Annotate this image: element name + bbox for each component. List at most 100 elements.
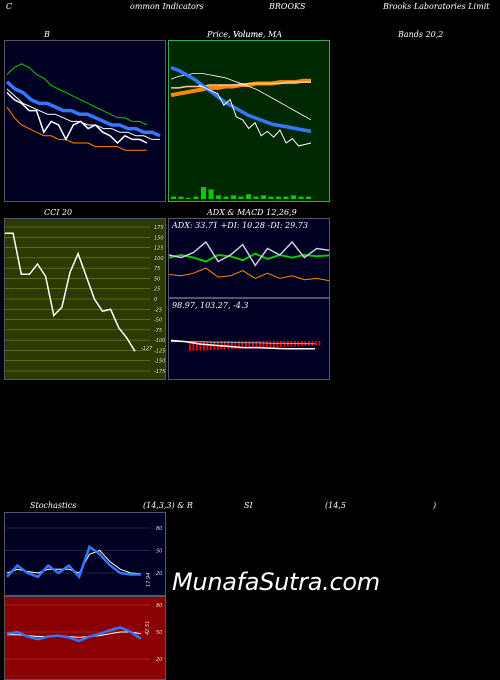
cci-tick-label: 175 [154,225,164,231]
price-volume-title: Price, Volume, MA [207,30,283,39]
macd-histogram-bar [252,341,254,349]
stoch-title: Stochastics [30,501,77,510]
cci-tick-label: 100 [154,256,164,262]
pv-volume-bar [201,187,206,199]
pv-volume-bar [298,196,304,199]
macd-histogram-bar [262,341,265,348]
adx-readout: ADX: 33.71 +DI: 10.28 -DI: 29.73 [171,221,308,230]
cci-title: CCI 20 [44,208,73,217]
price-volume-panel [168,40,330,202]
macd-histogram-bar [224,341,226,350]
pv-volume-bar [208,189,214,199]
macd-histogram-bar [280,341,282,348]
pv-volume-bar [246,194,251,199]
rsi-params-label: (14,5 [325,501,346,510]
pv-volume-bar [186,197,191,199]
rsi-tick-label: 50 [156,630,162,636]
cci-tick-label: -100 [154,338,165,344]
cci-tick-label: 25 [154,287,160,293]
rsi-svg: 80 50 20 42.51 [5,603,162,663]
rsi-last-label: 42.51 [145,621,151,635]
bb-upper-band [6,63,148,126]
cci-tick-label: -75 [154,328,162,334]
cci-tick-label: -25 [154,307,162,313]
cci-tick-label: -150 [154,359,165,365]
price-overlay-title: Volume [233,30,263,39]
rsi-title: SI [244,501,253,510]
pv-ma-orange [170,78,311,98]
pv-volume-bar [291,195,296,199]
pv-price-line [198,84,312,147]
adx-macd-title: ADX & MACD 12,26,9 [207,208,297,217]
watermark: MunafaSutra.com [172,568,380,596]
cci-tick-label: 150 [154,235,164,241]
macd-panel: 98.97, 103.27, -4.3 [168,298,330,380]
pv-volume-bar [193,196,199,199]
macd-histogram-bar [199,341,202,351]
macd-histogram-bar [192,341,195,351]
bb-title: B [44,30,50,39]
cci-tick-label: -125 [154,348,165,354]
cci-tick-label: -50 [154,318,162,324]
stoch-tick-label: 80 [156,526,162,532]
rsi-line [6,626,142,643]
pv-ma-white [170,73,312,121]
macd-histogram-bar [273,341,275,348]
adx-line [169,240,329,267]
macd-histogram-bar [318,341,321,346]
bollinger-panel [4,40,166,202]
cci-panel: 175 150 125 100 75 50 25 0 -25 -50 -75 -100 -125 -150… [4,218,166,380]
pv-ma-light [171,81,311,89]
macd-histogram-bar [196,341,198,351]
macd-histogram-bar [203,341,205,351]
stoch-tick-label: 50 [156,549,162,555]
pv-volume-bar [306,196,311,199]
cci-last-label: -127 [141,346,153,352]
cci-tick-label: 0 [154,297,157,303]
macd-histogram-bar [248,341,251,349]
cci-tick-label: 50 [154,276,160,282]
macd-histogram-bar [241,341,244,349]
pv-volume-bar [231,195,236,199]
macd-histogram-bar [234,341,237,350]
adx-panel: ADX: 33.71 +DI: 10.28 -DI: 29.73 [168,218,330,298]
macd-signal-line [171,341,316,345]
bb-price-line [6,92,148,145]
macd-histogram-bar [238,341,240,349]
macd-histogram-bar [276,341,279,348]
pv-volume-bar [283,196,289,199]
pv-ma-blue [170,65,312,134]
macd-histogram-bar [283,341,286,347]
pv-volume-bar [253,196,259,199]
macd-histogram-bar [266,341,268,348]
macd-histogram-bar [259,341,261,348]
stochastics-panel: 80 50 20 17.94 [4,512,166,596]
pv-volume-bar [261,195,266,199]
header-indicators-label: ommon Indicators [130,2,204,11]
macd-histogram-bar [189,341,191,351]
bb-middle-band [5,80,161,138]
adx-svg: ADX: 33.71 +DI: 10.28 -DI: 29.73 [169,221,329,282]
pv-volume-bar [171,196,176,199]
pv-volume-bar [238,196,244,199]
stoch-tick-label: 20 [156,571,162,577]
pv-volume-bar [268,196,274,199]
macd-readout: 98.97, 103.27, -4.3 [172,301,249,310]
macd-line [170,339,315,350]
header-symbol-label: BROOKS [269,2,306,11]
price-volume-svg [170,65,312,199]
cci-tick-label: 125 [154,246,164,252]
stoch-last-label: 17.94 [146,573,152,587]
header-left-label: C [6,2,13,11]
rsi-panel: 80 50 20 42.51 [4,596,166,680]
adx-plus-di-line [169,267,329,282]
cci-tick-label: 75 [154,266,160,272]
rsi-tick-label: 20 [156,657,162,663]
stochastics-svg: 80 50 20 17.94 [5,526,162,587]
pv-volume-bar [276,196,281,199]
cci-tick-label: -175 [154,369,165,375]
bollinger-svg [5,63,161,151]
macd-histogram-bar [227,341,230,350]
rsi-close-paren: ) [433,501,437,510]
cci-line [5,232,136,352]
